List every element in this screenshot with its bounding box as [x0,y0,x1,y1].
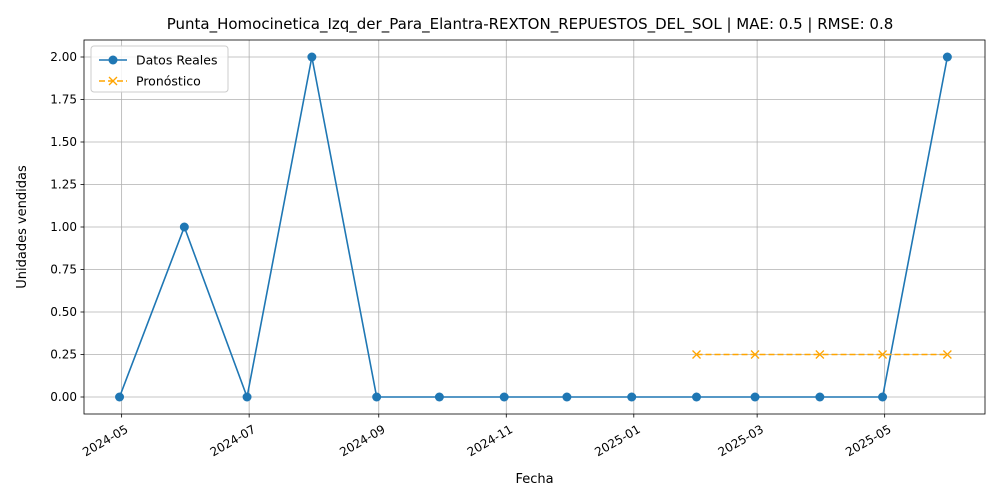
y-tick-label: 0.50 [50,305,77,319]
data-point [307,52,317,62]
x-tick-label: 2025-05 [843,422,893,459]
y-tick-label: 1.00 [50,220,77,234]
y-tick-label: 1.50 [50,135,77,149]
axis-ticks: 0.00 0.25 0.50 0.75 1.00 1.25 1.50 1.75 2.00 2024… [50,50,893,459]
data-point [692,392,702,402]
data-point [499,392,509,402]
x-tick-label: 2024-09 [337,422,387,459]
data-point [750,350,760,359]
data-point [815,350,825,359]
data-point [434,392,444,402]
legend-entry: Pronóstico [99,74,201,89]
data-point [115,392,125,402]
data-point [692,350,701,359]
series-layer [115,52,952,402]
series-2 [692,350,952,359]
data-point [878,350,888,359]
x-tick-label: 2025-01 [592,422,642,459]
legend-marker [108,76,118,86]
data-point [878,392,888,402]
data-point [627,392,637,402]
series-line [118,56,949,400]
x-tick-label: 2025-03 [716,422,766,459]
data-point [372,392,382,402]
legend: Datos Reales Pronóstico [90,45,229,93]
data-point [179,222,189,232]
data-point [750,392,760,402]
chart-title: Punta_Homocinetica_Izq_der_Para_Elantra-… [167,15,894,34]
legend-label: Pronóstico [136,74,201,89]
x-axis-label: Fecha [515,472,553,487]
legend-label: Datos Reales [136,53,217,68]
y-tick-label: 1.75 [50,93,77,107]
x-tick-label: 2024-11 [465,422,515,459]
data-point [942,350,952,359]
y-tick-label: 2.00 [50,50,77,64]
y-axis-label: Unidades vendidas [15,165,30,289]
x-tick-label: 2024-07 [208,422,258,459]
legend-entry: Datos Reales [99,53,217,68]
y-tick-label: 1.25 [50,178,77,192]
data-point [242,392,252,402]
grid [84,40,985,414]
data-point [562,392,572,402]
data-point [815,392,825,402]
y-tick-label: 0.00 [50,390,77,404]
y-tick-label: 0.75 [50,263,77,277]
legend-marker [108,55,118,65]
y-tick-label: 0.25 [50,348,77,362]
data-point [942,52,952,62]
x-tick-label: 2024-05 [80,422,130,459]
legend-box [90,45,229,93]
series-1 [115,52,952,402]
